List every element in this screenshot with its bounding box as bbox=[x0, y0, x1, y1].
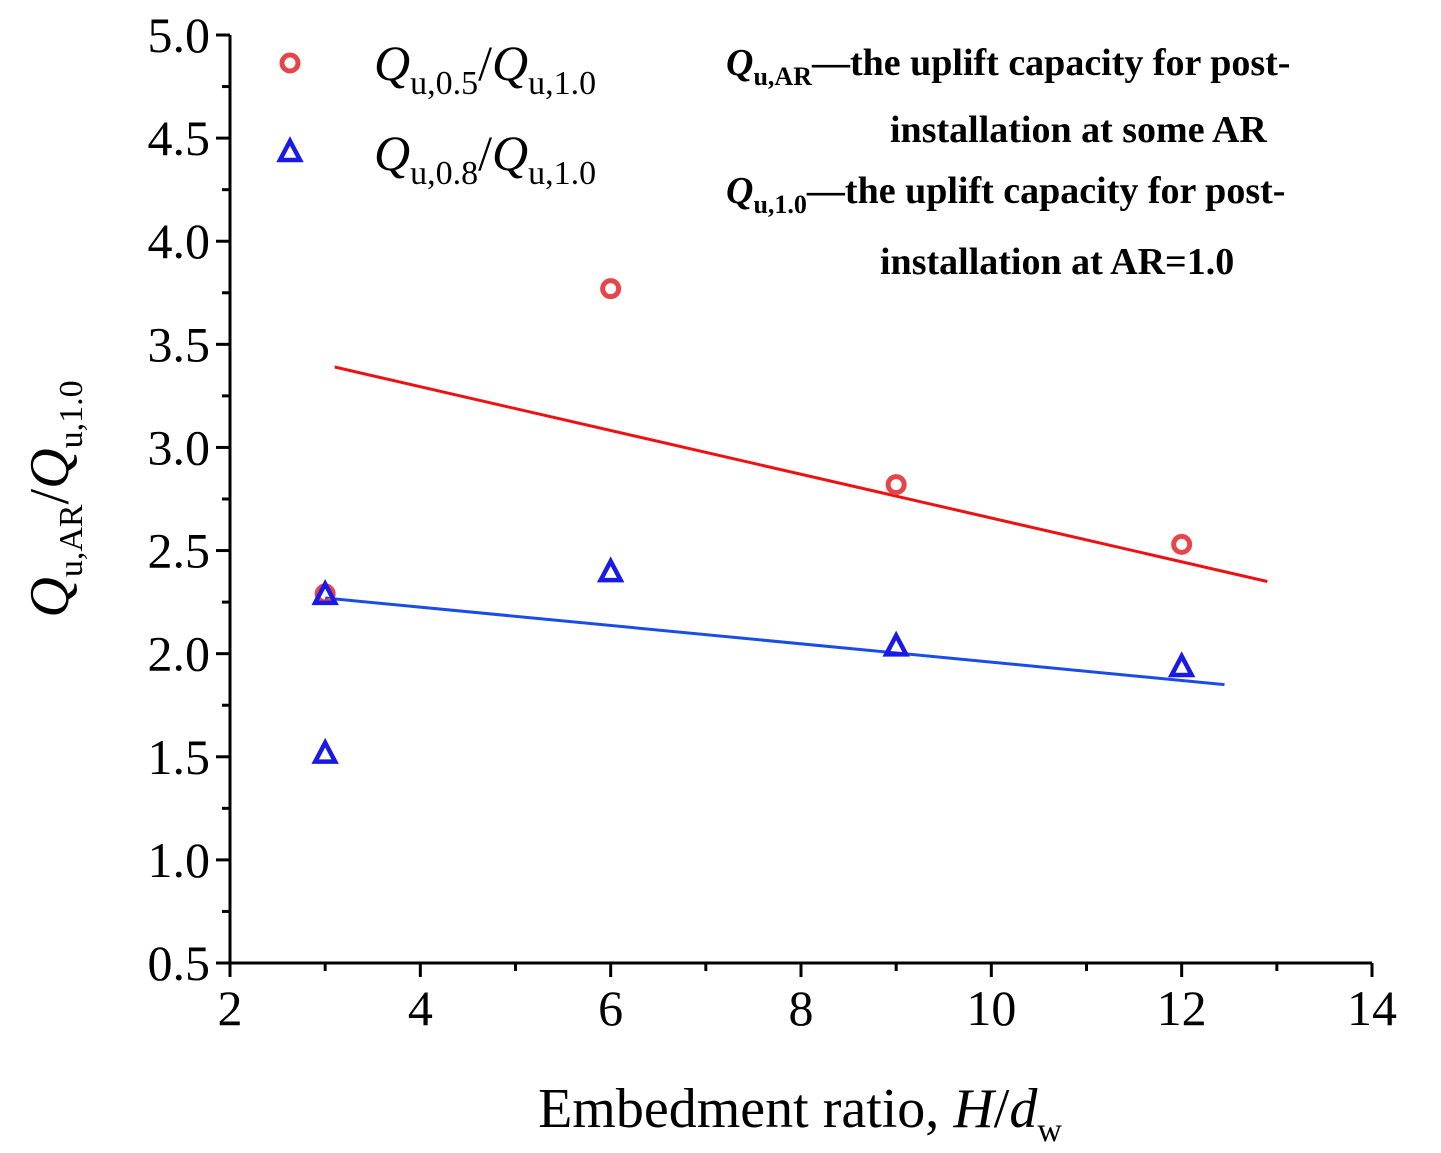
x-tick-label: 12 bbox=[1157, 980, 1207, 1036]
y-axis-title-slash: / bbox=[19, 488, 81, 504]
x-tick-label: 4 bbox=[408, 980, 433, 1036]
y-axis-title-var2: Q bbox=[19, 448, 81, 488]
y-axis-title-var: Q bbox=[19, 577, 81, 617]
data-point-series-1 bbox=[600, 278, 622, 300]
data-point-series-1 bbox=[885, 474, 907, 496]
annotation-notes: Qu,AR—the uplift capacity for post- inst… bbox=[726, 42, 1290, 283]
legend-label-series-1: Qu,0.5/Qu,1.0 bbox=[374, 35, 596, 102]
y-tick-label: 5.0 bbox=[148, 7, 211, 63]
y-tick-label: 4.5 bbox=[148, 110, 211, 166]
x-axis-title-slash: / bbox=[994, 1078, 1010, 1140]
x-tick-label: 10 bbox=[966, 980, 1016, 1036]
x-axis-title-var2: d bbox=[1009, 1078, 1038, 1140]
markers bbox=[311, 278, 1196, 764]
x-tick-label: 8 bbox=[789, 980, 814, 1036]
y-tick-label: 1.0 bbox=[148, 832, 211, 888]
legend-label-series-2: Qu,0.8/Qu,1.0 bbox=[374, 125, 596, 192]
y-tick-label: 2.5 bbox=[148, 523, 211, 579]
y-tick-label: 0.5 bbox=[148, 935, 211, 991]
legend: Qu,0.5/Qu,1.0 Qu,0.8/Qu,1.0 bbox=[276, 35, 596, 192]
annotation-1-line-2: installation at some AR bbox=[890, 109, 1267, 151]
y-ticks: 0.5 1.0 1.5 2.0 2.5 3.0 3.5 4.0 4.5 5.0 bbox=[148, 7, 230, 991]
data-point-series-2 bbox=[596, 556, 625, 583]
fit-line-series-1 bbox=[334, 365, 1268, 583]
legend-marker-circle bbox=[279, 52, 301, 74]
data-point-series-2 bbox=[1167, 651, 1196, 678]
x-axis-title: Embedment ratio, H/dw bbox=[538, 1078, 1062, 1149]
x-axis-title-var: H bbox=[952, 1078, 996, 1140]
data-point-series-2 bbox=[882, 630, 910, 657]
data-point-series-2 bbox=[311, 579, 339, 606]
annotation-2-line-2: installation at AR=1.0 bbox=[880, 241, 1234, 283]
y-tick-label: 2.0 bbox=[148, 626, 211, 682]
y-tick-label: 4.0 bbox=[148, 213, 211, 269]
y-tick-label: 3.5 bbox=[148, 316, 211, 372]
fit-line-series-2 bbox=[325, 596, 1225, 687]
x-axis-title-prefix: Embedment ratio, bbox=[538, 1078, 953, 1140]
annotation-2-line-1: Qu,1.0—the uplift capacity for post- bbox=[726, 170, 1285, 219]
x-ticks: 2 4 6 8 10 12 14 bbox=[218, 963, 1397, 1036]
y-tick-label: 3.0 bbox=[148, 419, 211, 475]
y-axis-title-var2-sub: u,1.0 bbox=[53, 380, 90, 448]
legend-marker-triangle bbox=[276, 136, 304, 163]
y-axis-title-sub: u,AR bbox=[53, 504, 90, 577]
x-tick-label: 6 bbox=[598, 980, 623, 1036]
data-point-series-2 bbox=[311, 737, 339, 764]
x-tick-label: 14 bbox=[1347, 980, 1397, 1036]
y-tick-label: 1.5 bbox=[148, 729, 211, 785]
fit-lines bbox=[325, 365, 1268, 687]
y-axis-title: Qu,AR/Qu,1.0 bbox=[19, 380, 90, 617]
x-axis-title-var2-sub: w bbox=[1037, 1112, 1062, 1149]
x-tick-label: 2 bbox=[218, 980, 243, 1036]
annotation-1-line-1: Qu,AR—the uplift capacity for post- bbox=[726, 42, 1290, 91]
data-point-series-1 bbox=[1171, 533, 1193, 555]
